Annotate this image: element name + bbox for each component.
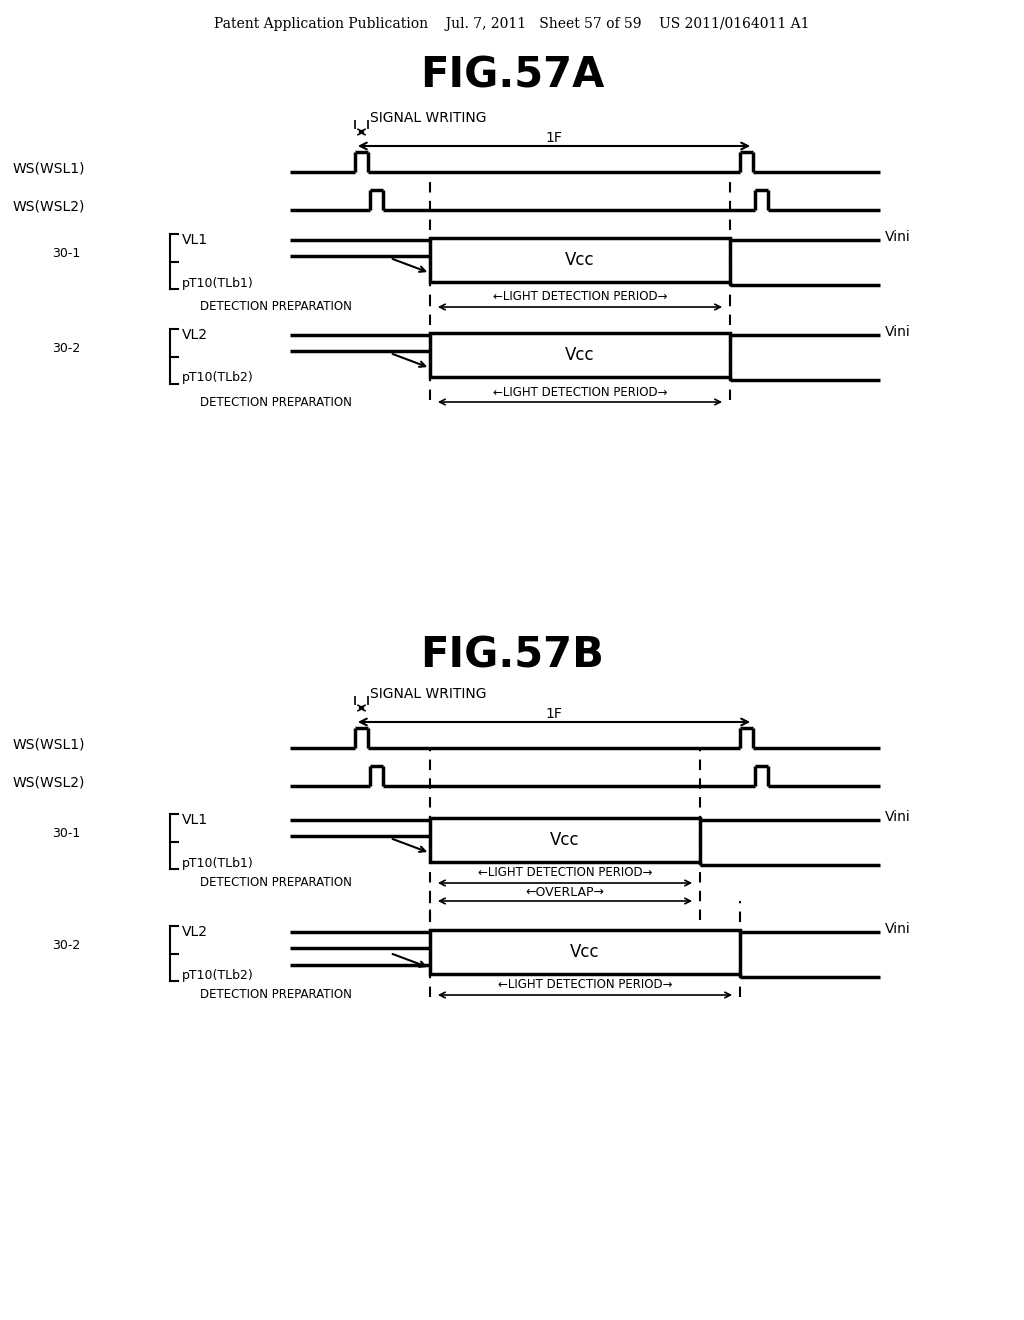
- Text: VL1: VL1: [182, 813, 208, 828]
- Text: FIG.57A: FIG.57A: [420, 54, 604, 96]
- Text: Vcc: Vcc: [565, 346, 595, 364]
- Text: Vini: Vini: [885, 230, 910, 244]
- Text: VL2: VL2: [182, 327, 208, 342]
- Text: pT10(TLb2): pT10(TLb2): [182, 969, 254, 982]
- Text: ←LIGHT DETECTION PERIOD→: ←LIGHT DETECTION PERIOD→: [493, 290, 668, 304]
- Text: Vcc: Vcc: [570, 942, 600, 961]
- Text: VL2: VL2: [182, 925, 208, 939]
- Text: Patent Application Publication    Jul. 7, 2011   Sheet 57 of 59    US 2011/01640: Patent Application Publication Jul. 7, 2…: [214, 17, 810, 30]
- Text: SIGNAL WRITING: SIGNAL WRITING: [370, 111, 486, 125]
- Text: Vini: Vini: [885, 325, 910, 339]
- Text: pT10(TLb2): pT10(TLb2): [182, 371, 254, 384]
- Text: 30-2: 30-2: [52, 939, 80, 952]
- Text: ←OVERLAP→: ←OVERLAP→: [525, 886, 604, 899]
- Text: VL1: VL1: [182, 234, 208, 247]
- Text: ←LIGHT DETECTION PERIOD→: ←LIGHT DETECTION PERIOD→: [498, 978, 672, 991]
- Bar: [430, 818, 700, 862]
- Text: DETECTION PREPARATION: DETECTION PREPARATION: [200, 396, 352, 408]
- Text: pT10(TLb1): pT10(TLb1): [182, 857, 254, 870]
- Text: Vcc: Vcc: [565, 251, 595, 269]
- Text: ←LIGHT DETECTION PERIOD→: ←LIGHT DETECTION PERIOD→: [493, 385, 668, 399]
- Text: DETECTION PREPARATION: DETECTION PREPARATION: [200, 876, 352, 890]
- Text: WS(WSL2): WS(WSL2): [12, 201, 85, 214]
- Text: WS(WSL2): WS(WSL2): [12, 776, 85, 789]
- Text: 1F: 1F: [546, 131, 562, 145]
- Text: SIGNAL WRITING: SIGNAL WRITING: [370, 686, 486, 701]
- Text: ←LIGHT DETECTION PERIOD→: ←LIGHT DETECTION PERIOD→: [478, 866, 652, 879]
- Bar: [430, 931, 740, 974]
- Text: Vcc: Vcc: [550, 832, 580, 849]
- Text: 30-2: 30-2: [52, 342, 80, 355]
- Text: WS(WSL1): WS(WSL1): [12, 738, 85, 752]
- Text: WS(WSL1): WS(WSL1): [12, 162, 85, 176]
- Text: Vini: Vini: [885, 921, 910, 936]
- Bar: [430, 333, 730, 378]
- Text: Vini: Vini: [885, 810, 910, 824]
- Bar: [430, 238, 730, 282]
- Text: pT10(TLb1): pT10(TLb1): [182, 276, 254, 289]
- Text: FIG.57B: FIG.57B: [420, 634, 604, 676]
- Text: 1F: 1F: [546, 708, 562, 721]
- Text: DETECTION PREPARATION: DETECTION PREPARATION: [200, 301, 352, 314]
- Text: 30-1: 30-1: [52, 828, 80, 840]
- Text: 30-1: 30-1: [52, 247, 80, 260]
- Text: DETECTION PREPARATION: DETECTION PREPARATION: [200, 989, 352, 1002]
